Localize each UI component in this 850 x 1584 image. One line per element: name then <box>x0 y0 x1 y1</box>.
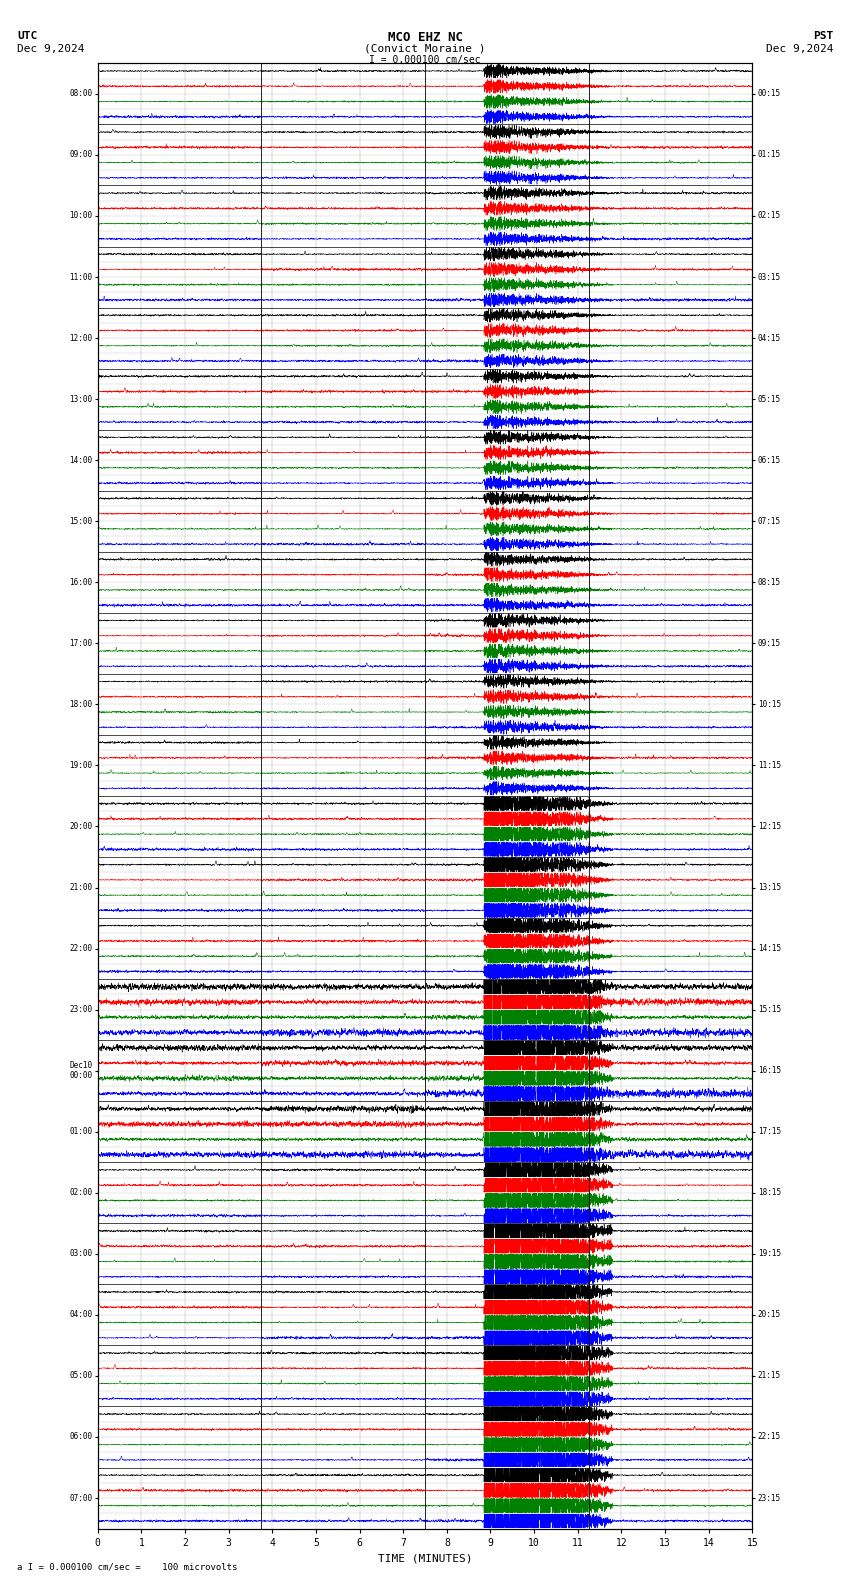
X-axis label: TIME (MINUTES): TIME (MINUTES) <box>377 1554 473 1563</box>
Text: I = 0.000100 cm/sec: I = 0.000100 cm/sec <box>369 55 481 65</box>
Text: PST: PST <box>813 30 833 41</box>
Text: Dec 9,2024: Dec 9,2024 <box>17 43 84 54</box>
Text: (Convict Moraine ): (Convict Moraine ) <box>365 43 485 54</box>
Text: MCO EHZ NC: MCO EHZ NC <box>388 30 462 44</box>
Text: UTC: UTC <box>17 30 37 41</box>
Text: Dec 9,2024: Dec 9,2024 <box>766 43 833 54</box>
Text: a I = 0.000100 cm/sec =    100 microvolts: a I = 0.000100 cm/sec = 100 microvolts <box>17 1562 237 1571</box>
